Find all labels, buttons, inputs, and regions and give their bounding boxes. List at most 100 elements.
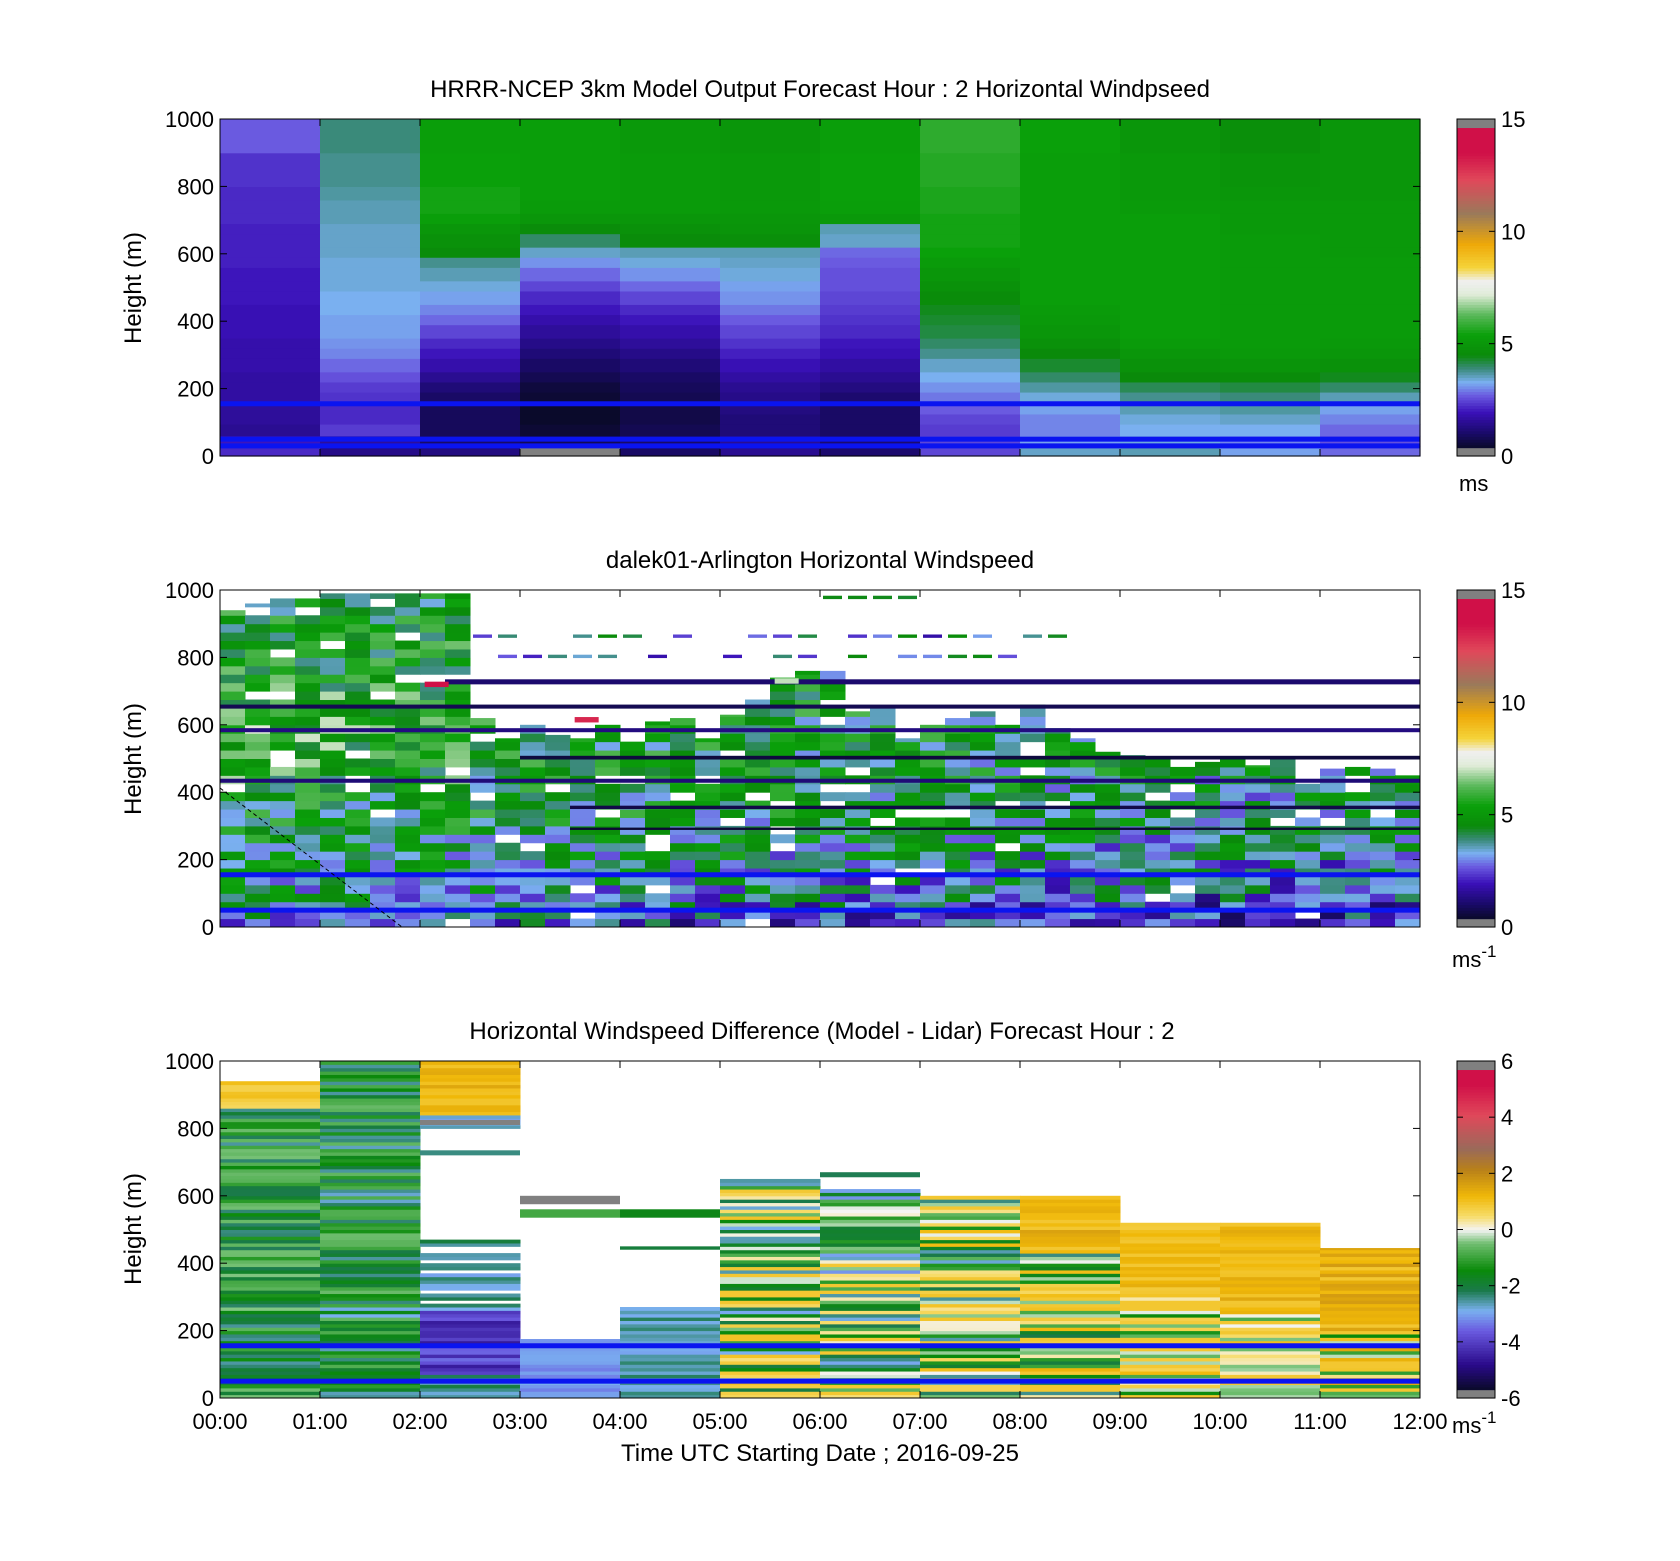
heatmap-cell: [920, 1242, 1021, 1247]
heatmap-cell: [545, 859, 571, 869]
heatmap-cell: [320, 1081, 421, 1086]
heatmap-cell: [220, 413, 321, 425]
heatmap-cell: [445, 893, 471, 903]
heatmap-cell: [720, 1303, 821, 1308]
heatmap-cell: [245, 657, 271, 667]
heatmap-cell: [545, 800, 571, 810]
heatmap-cell: [820, 1327, 921, 1332]
heatmap-cell: [1020, 152, 1121, 187]
colorbar-segment: [1457, 671, 1495, 675]
heatmap-cell: [1220, 1374, 1321, 1379]
heatmap-cell: [1095, 817, 1121, 827]
colorbar-segment: [1457, 366, 1495, 370]
heatmap-cell: [720, 1236, 821, 1241]
heatmap-cell: [420, 859, 446, 869]
colorbar-segment: [1457, 1339, 1495, 1343]
heatmap-cell: [1023, 634, 1042, 638]
heatmap-cell: [995, 750, 1021, 759]
y-tick-label: 1000: [165, 1049, 214, 1074]
heatmap-cell: [845, 851, 871, 861]
heatmap-cell: [295, 884, 321, 894]
heatmap-cell: [1320, 1280, 1421, 1284]
heatmap-cell: [320, 1340, 421, 1345]
heatmap-cell: [895, 825, 921, 835]
heatmap-cell: [220, 1394, 321, 1399]
reference-lines: [220, 1343, 1420, 1384]
heatmap-cell: [920, 1263, 1021, 1268]
heatmap-cell: [620, 1320, 721, 1325]
heatmap-cell: [1220, 1280, 1321, 1284]
heatmap-cell: [798, 654, 817, 659]
colorbar-segment: [1457, 1218, 1495, 1222]
heatmap-cell: [320, 348, 421, 359]
heatmap-cell: [220, 1256, 321, 1261]
heatmap-cell: [920, 851, 946, 861]
heatmap-cell: [620, 1374, 721, 1379]
diagonal-artifact-line: [219, 787, 403, 928]
colorbar-frame: [1456, 589, 1496, 928]
heatmap-cell: [320, 403, 421, 415]
heatmap-cell: [320, 1347, 421, 1352]
colorbar-segment: [1457, 823, 1495, 827]
heatmap-cell: [670, 817, 696, 827]
colorbar-segment: [1457, 1136, 1495, 1141]
heatmap-cell: [495, 825, 521, 835]
colorbar-segment: [1457, 1170, 1495, 1174]
heatmap-cell: [1120, 809, 1146, 818]
colorbar-segment: [1457, 859, 1495, 864]
heatmap-cell: [595, 792, 621, 802]
heatmap-cell: [920, 741, 946, 751]
colorbar-segment: [1457, 385, 1495, 390]
heatmap-cell: [1070, 918, 1096, 928]
heatmap-cell: [720, 1313, 821, 1318]
heatmap-cell: [220, 1212, 321, 1217]
heatmap-cell: [220, 825, 246, 835]
x-tick-label: 11:00: [1293, 1409, 1346, 1434]
heatmap-cell: [820, 1340, 921, 1345]
heatmap-cell: [620, 1337, 721, 1342]
heatmap-cell: [420, 413, 521, 425]
heatmap-cell: [795, 716, 821, 726]
heatmap-cell: [620, 792, 646, 802]
heatmap-cell: [870, 716, 896, 726]
heatmap-cell: [720, 1226, 821, 1230]
heatmap-cell: [1120, 186, 1221, 201]
y-tick-label: 200: [177, 848, 214, 873]
horizontal-layer: [220, 778, 1420, 783]
heatmap-cell: [620, 324, 721, 339]
heatmap-cell: [1295, 834, 1321, 844]
heatmap-cell: [220, 859, 246, 869]
heatmap-cell: [1270, 809, 1296, 818]
heatmap-cell: [1295, 859, 1321, 869]
heatmap-cell: [1020, 1283, 1121, 1288]
heatmap-cell: [1120, 1360, 1221, 1365]
heatmap-cell: [220, 1148, 321, 1153]
heatmap-cell: [320, 223, 421, 235]
heatmap-cell: [720, 247, 821, 258]
heatmap-cell: [345, 699, 371, 709]
heatmap-cell: [1270, 859, 1296, 869]
heatmap-cell: [920, 1276, 1021, 1281]
colorbar-unit-exponent: -1: [1481, 942, 1496, 961]
heatmap-cell: [370, 606, 396, 616]
colorbar-segment: [1457, 1263, 1495, 1267]
horizontal-layer: [445, 679, 1420, 685]
heatmap-cell: [345, 648, 371, 658]
heatmap-cell: [1245, 842, 1271, 852]
colorbar-segment: [1457, 1372, 1495, 1377]
heatmap-cell: [920, 314, 1021, 326]
x-tick-label: 00:00: [192, 1409, 247, 1434]
colorbar-segment: [1457, 831, 1495, 835]
colorbar-segment: [1457, 1190, 1495, 1194]
heatmap-cell: [995, 901, 1021, 911]
heatmap-cell: [1020, 314, 1121, 326]
heatmap-cell: [1195, 893, 1221, 903]
heatmap-cell: [1045, 809, 1071, 818]
heatmap-cell: [820, 1317, 921, 1321]
heatmap-cell: [395, 800, 421, 810]
heatmap-cell: [420, 842, 446, 852]
reference-height-line: [220, 436, 1420, 442]
heatmap-cell: [873, 634, 892, 638]
heatmap-cell: [1220, 1323, 1321, 1328]
heatmap-cell: [1320, 1330, 1421, 1335]
